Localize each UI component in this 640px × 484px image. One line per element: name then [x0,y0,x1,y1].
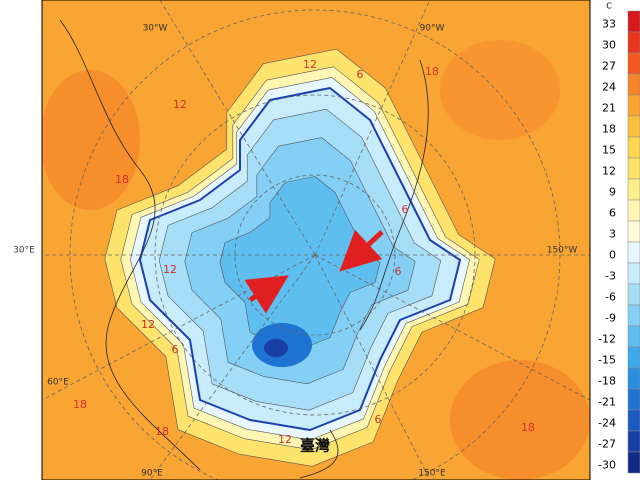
colorbar-swatch [627,262,640,285]
colorbar-label: 9 [609,186,616,199]
colorbar-label: 24 [602,81,616,94]
colorbar-swatch [627,73,640,96]
colorbar-label: -30 [598,459,616,472]
colorbar-label: 18 [602,123,616,136]
arrow [339,229,384,272]
colorbar-swatch [627,220,640,243]
contour-label: 6 [172,343,179,356]
colorbar-swatch [627,199,640,222]
colorbar-swatch [627,157,640,180]
warm-patch [450,360,590,480]
colorbar: 33302724211815129630-3-6-9-12-15-18-21-2… [598,10,640,474]
contour-label: 6 [357,68,364,81]
contour-label: 12 [141,318,155,331]
coastline [59,19,429,479]
longitude-label: 60°E [47,378,69,388]
contour-label: 6 [395,265,402,278]
colorbar-label: 3 [609,228,616,241]
colorbar-label: -12 [598,333,616,346]
colorbar-swatch [627,10,640,33]
colorbar-label: 33 [602,18,616,31]
colorbar-swatch [627,388,640,411]
place-label: 臺灣 [300,437,330,455]
colorbar-label: 12 [602,165,616,178]
colorbar-label: -6 [605,291,616,304]
longitude-label: 150°W [547,246,578,256]
colorbar-label: -18 [598,375,616,388]
contour-label: 6 [375,413,382,426]
colorbar-label: 0 [609,249,616,262]
colorbar-swatch [627,94,640,117]
colorbar-swatch [627,178,640,201]
temperature-rings [104,48,496,467]
contour-label: 12 [173,98,187,111]
colorbar-swatch [627,304,640,327]
colorbar-label: 27 [602,60,616,73]
colorbar-swatch [627,136,640,159]
colorbar-label: 15 [602,144,616,157]
longitude-label: 30°E [13,246,35,256]
contour-label: 18 [73,398,87,411]
contour-label: 18 [521,421,535,434]
colorbar-label: 30 [602,39,616,52]
colorbar-swatch [627,52,640,75]
colorbar-swatch [627,367,640,390]
colorbar-unit: C [606,2,612,11]
map-area [42,0,590,480]
colorbar-swatch [627,430,640,453]
colorbar-label: -3 [605,270,616,283]
contour-label: 18 [425,65,439,78]
colorbar-label: -9 [605,312,616,325]
contour-label: 6 [402,203,409,216]
colorbar-swatch [627,115,640,138]
warm-patch [440,40,560,140]
contour-label: 12 [278,433,292,446]
colorbar-swatch [627,409,640,432]
longitude-label: 90°W [420,24,445,34]
contour-label: 18 [115,173,129,186]
colorbar-label: -15 [598,354,616,367]
colorbar-swatch [627,241,640,264]
warm-patch [42,70,140,210]
colorbar-swatch [627,325,640,348]
colorbar-swatch [627,283,640,306]
colorbar-label: 6 [609,207,616,220]
colorbar-label: 21 [602,102,616,115]
cold-core [264,339,288,357]
longitude-label: 30°W [143,24,168,34]
colorbar-label: -21 [598,396,616,409]
arrow [244,275,289,314]
colorbar-label: -27 [598,438,616,451]
longitude-label: 90°E [141,469,163,479]
longitude-label: 150°E [418,469,446,479]
contour-label: 12 [303,58,317,71]
colorbar-swatch [627,346,640,369]
contour-label: 18 [155,425,169,438]
colorbar-swatch [627,451,640,474]
contour-label: 12 [163,263,177,276]
colorbar-swatch [627,31,640,54]
colorbar-label: -24 [598,417,616,430]
